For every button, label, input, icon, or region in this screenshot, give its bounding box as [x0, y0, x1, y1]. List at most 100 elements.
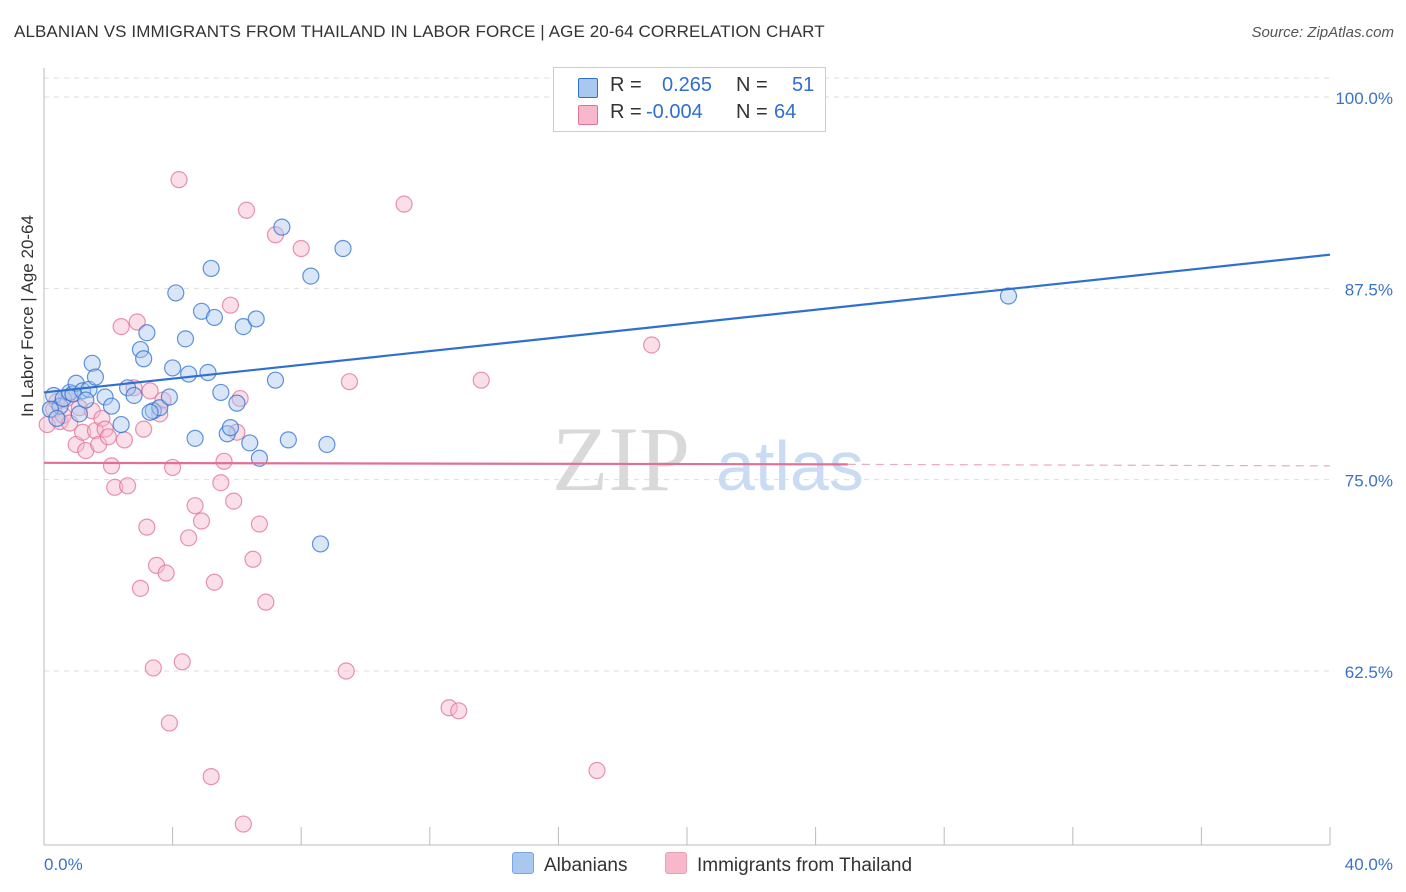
- thailand-point: [164, 458, 182, 477]
- albanian-point: [131, 340, 150, 359]
- albanian-point: [102, 397, 121, 415]
- albanian-point: [221, 419, 240, 437]
- watermark: ZIP atlas: [552, 408, 864, 510]
- y-tick-label: 62.5%: [1345, 663, 1393, 682]
- albanians-trend-line: [43, 253, 1331, 394]
- thailand-trend-line: [43, 461, 848, 466]
- albanian-point: [176, 330, 195, 348]
- thailand-point: [257, 593, 275, 611]
- albanian-point: [125, 386, 143, 405]
- thailand-point: [173, 653, 191, 671]
- thailand-point: [118, 477, 137, 495]
- thailand-point: [212, 474, 230, 492]
- thailand-point: [244, 550, 262, 568]
- thailand-point: [250, 515, 269, 533]
- gridlines: [44, 77, 1330, 672]
- watermark-atlas: atlas: [716, 427, 864, 505]
- x-tick-label: 0.0%: [44, 855, 83, 874]
- thailand-point: [93, 409, 111, 428]
- thailand-trend-extension: [847, 463, 1331, 467]
- legend-swatch-albanians: [578, 78, 598, 98]
- thailand-point: [138, 518, 156, 536]
- thailand-point: [215, 452, 233, 470]
- thailand-point: [141, 382, 159, 400]
- albanian-point: [212, 383, 230, 402]
- thailand-point: [115, 431, 133, 449]
- thailand-point: [112, 318, 130, 336]
- albanian-point: [241, 434, 259, 452]
- thailand-point: [450, 702, 468, 720]
- albanian-point: [167, 284, 185, 302]
- albanian-point: [164, 359, 182, 377]
- thailand-point: [643, 336, 661, 354]
- albanian-point: [151, 399, 169, 417]
- thailand-point: [192, 512, 211, 530]
- bottom-legend-label-albanians: Albanians: [544, 855, 628, 876]
- thailand-point: [205, 573, 223, 591]
- scatter-points: [38, 73, 1018, 833]
- y-tick-label: 75.0%: [1345, 472, 1393, 491]
- albanian-point: [180, 365, 198, 383]
- legend-n-value: 64: [774, 101, 797, 123]
- albanian-point: [186, 429, 204, 447]
- thailand-point: [340, 373, 359, 391]
- thailand-point: [202, 768, 220, 786]
- albanian-point: [273, 218, 291, 236]
- albanian-point: [83, 354, 101, 372]
- thailand-point: [128, 313, 146, 331]
- legend-n-value: 51: [792, 74, 815, 96]
- albanian-point: [160, 388, 178, 406]
- albanian-point: [135, 350, 153, 368]
- thailand-point: [99, 428, 117, 446]
- thailand-point: [135, 420, 153, 438]
- thailand-point: [157, 564, 175, 582]
- albanian-point: [279, 431, 297, 449]
- albanian-point: [999, 287, 1018, 305]
- bottom-legend-swatch-albanians: [512, 852, 534, 874]
- thailand-point: [292, 239, 310, 258]
- thailand-point: [170, 171, 188, 189]
- albanian-point: [205, 308, 223, 327]
- watermark-zip: ZIP: [552, 408, 690, 510]
- thailand-point: [131, 579, 150, 597]
- bottom-legend-thailand: Immigrants from Thailand: [665, 852, 912, 878]
- thailand-point: [221, 296, 240, 314]
- albanian-point: [70, 405, 88, 423]
- albanian-point: [141, 403, 159, 421]
- albanian-point: [234, 318, 252, 336]
- albanian-point: [112, 415, 130, 434]
- bottom-legend-albanians: Albanians: [512, 852, 627, 878]
- source-label: Source: ZipAtlas.com: [1251, 24, 1394, 41]
- albanian-point: [138, 324, 156, 342]
- thailand-point: [234, 815, 252, 833]
- albanian-point: [86, 368, 105, 386]
- albanian-point: [41, 400, 60, 418]
- thailand-point: [225, 492, 243, 510]
- thailand-point: [106, 478, 124, 496]
- thailand-point: [102, 457, 121, 475]
- legend-r-value: 0.265: [662, 74, 713, 96]
- albanian-point: [247, 310, 265, 328]
- thailand-point: [73, 423, 92, 441]
- albanian-point: [334, 239, 352, 258]
- legend-swatch-thailand: [578, 105, 598, 125]
- albanian-point: [311, 535, 330, 553]
- legend-n-label: N =: [736, 101, 768, 123]
- bottom-legend-label-thailand: Immigrants from Thailand: [697, 855, 913, 876]
- legend-r-label: R =: [610, 101, 642, 123]
- x-tick-label: 40.0%: [1345, 855, 1393, 874]
- legend-n-label: N =: [736, 74, 768, 96]
- trend-lines: [43, 253, 1331, 467]
- albanian-point: [199, 363, 217, 382]
- albanian-point: [318, 435, 336, 454]
- thailand-point: [231, 389, 249, 408]
- stats-legend: R = 0.265 N = 51 R = -0.004 N = 64: [553, 67, 826, 132]
- thailand-point: [180, 529, 198, 547]
- tick-labels: 62.5% 75.0% 87.5% 100.0% 0.0% 40.0%: [44, 89, 1393, 874]
- legend-r-value: -0.004: [646, 101, 703, 123]
- thailand-point: [472, 371, 490, 389]
- y-tick-label: 87.5%: [1345, 280, 1393, 299]
- bottom-legend-swatch-thailand: [665, 852, 687, 874]
- albanian-point: [202, 259, 220, 278]
